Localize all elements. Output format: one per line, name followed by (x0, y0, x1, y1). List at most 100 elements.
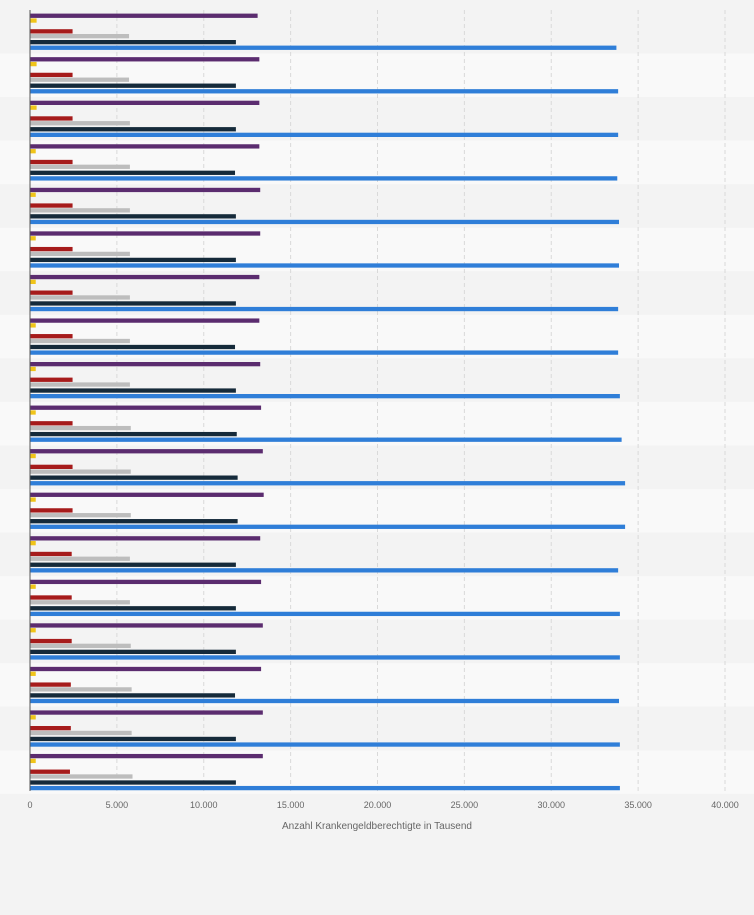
bar (30, 176, 618, 181)
bar (30, 192, 36, 197)
bar (30, 72, 73, 78)
bar (30, 524, 626, 529)
bar (30, 236, 36, 241)
bar (30, 323, 36, 328)
x-tick-label: 25.000 (451, 800, 479, 810)
bar (30, 410, 36, 415)
x-axis-label: Anzahl Krankengeldberechtigte in Tausend (282, 821, 472, 832)
x-tick-label: 40.000 (711, 800, 739, 810)
bar (30, 306, 619, 312)
bar (30, 301, 236, 306)
bar (30, 464, 73, 469)
bar (30, 579, 262, 585)
bar (30, 453, 36, 459)
bar (30, 344, 236, 350)
bar (30, 203, 73, 208)
bar (30, 208, 130, 213)
bar (30, 338, 130, 344)
bar (30, 382, 130, 387)
bar (30, 34, 130, 39)
bar (30, 61, 37, 67)
bar (30, 127, 236, 132)
x-tick-label: 20.000 (364, 800, 392, 810)
bar (30, 508, 73, 513)
x-tick-labels: 0 5.000 10.000 15.000 20.000 25.000 30.000 35.0… (27, 800, 738, 810)
bar (30, 649, 236, 654)
x-tick-label: 5.000 (106, 800, 129, 810)
bar (30, 231, 261, 236)
bar (30, 83, 236, 88)
bar (30, 100, 260, 105)
bar (30, 541, 36, 546)
bar (30, 736, 236, 742)
bar (30, 246, 73, 252)
bar (30, 45, 617, 50)
bar (30, 57, 260, 62)
bar (30, 149, 36, 154)
bar (30, 274, 260, 280)
bar (30, 595, 72, 600)
bar (30, 758, 36, 764)
bar (30, 89, 619, 94)
bar (30, 159, 73, 165)
x-tick-label: 15.000 (277, 800, 305, 810)
bar (30, 394, 620, 399)
bar (30, 251, 130, 257)
bar (30, 257, 236, 263)
bar (30, 628, 36, 633)
bar (30, 290, 73, 295)
bar (30, 687, 132, 692)
bar (30, 279, 36, 284)
bar (30, 29, 73, 34)
bar (30, 405, 262, 410)
bar (30, 18, 37, 23)
bar (30, 77, 130, 82)
bar (30, 431, 237, 437)
bar (30, 475, 238, 480)
bar (30, 362, 261, 367)
bar (30, 643, 131, 648)
bar (30, 556, 130, 561)
bar (30, 726, 71, 731)
bar (30, 769, 70, 774)
bar (30, 710, 263, 715)
bar (30, 611, 620, 617)
bar (30, 121, 130, 126)
bar (30, 715, 36, 720)
bar (30, 698, 620, 704)
bar (30, 295, 130, 300)
x-tick-label: 0 (27, 800, 32, 810)
bar (30, 584, 36, 589)
bar (30, 13, 258, 18)
bar (30, 753, 263, 759)
bar (30, 742, 620, 747)
bar (30, 492, 264, 497)
bar (30, 730, 132, 736)
bar (30, 263, 620, 268)
bar (30, 600, 130, 605)
bar (30, 144, 260, 149)
bar (30, 671, 36, 676)
bar (30, 536, 261, 541)
bar (30, 449, 263, 454)
bar (30, 568, 619, 573)
bar (30, 334, 73, 339)
bar (30, 638, 72, 644)
bar (30, 164, 130, 169)
bar (30, 623, 263, 628)
bar (30, 551, 72, 557)
bar (30, 350, 619, 355)
bar (30, 437, 622, 442)
bar (30, 497, 36, 502)
bar (30, 318, 260, 323)
bar (30, 513, 131, 518)
bar (30, 377, 73, 382)
bar (30, 219, 620, 225)
bar (30, 366, 36, 372)
bar (30, 562, 236, 567)
bar (30, 519, 238, 524)
bar (30, 481, 626, 486)
bar (30, 469, 131, 474)
x-tick-label: 35.000 (624, 800, 652, 810)
